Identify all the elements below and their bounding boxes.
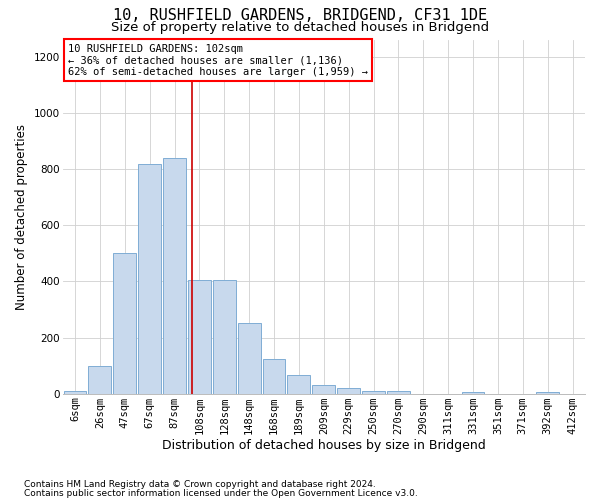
Bar [337,388,360,394]
Y-axis label: Number of detached properties: Number of detached properties [15,124,28,310]
Bar [188,280,211,394]
Bar [138,164,161,394]
Bar [362,391,385,394]
Bar [536,392,559,394]
Bar [313,384,335,394]
Bar [163,158,186,394]
Text: Contains HM Land Registry data © Crown copyright and database right 2024.: Contains HM Land Registry data © Crown c… [24,480,376,489]
Text: Size of property relative to detached houses in Bridgend: Size of property relative to detached ho… [111,21,489,34]
Bar [64,391,86,394]
Bar [113,254,136,394]
Text: Contains public sector information licensed under the Open Government Licence v3: Contains public sector information licen… [24,488,418,498]
Bar [213,280,236,394]
Bar [88,366,112,394]
X-axis label: Distribution of detached houses by size in Bridgend: Distribution of detached houses by size … [162,440,485,452]
Bar [461,392,484,394]
Bar [387,391,410,394]
Bar [238,324,260,394]
Bar [287,376,310,394]
Text: 10, RUSHFIELD GARDENS, BRIDGEND, CF31 1DE: 10, RUSHFIELD GARDENS, BRIDGEND, CF31 1D… [113,8,487,22]
Bar [263,358,286,394]
Text: 10 RUSHFIELD GARDENS: 102sqm
← 36% of detached houses are smaller (1,136)
62% of: 10 RUSHFIELD GARDENS: 102sqm ← 36% of de… [68,44,368,76]
